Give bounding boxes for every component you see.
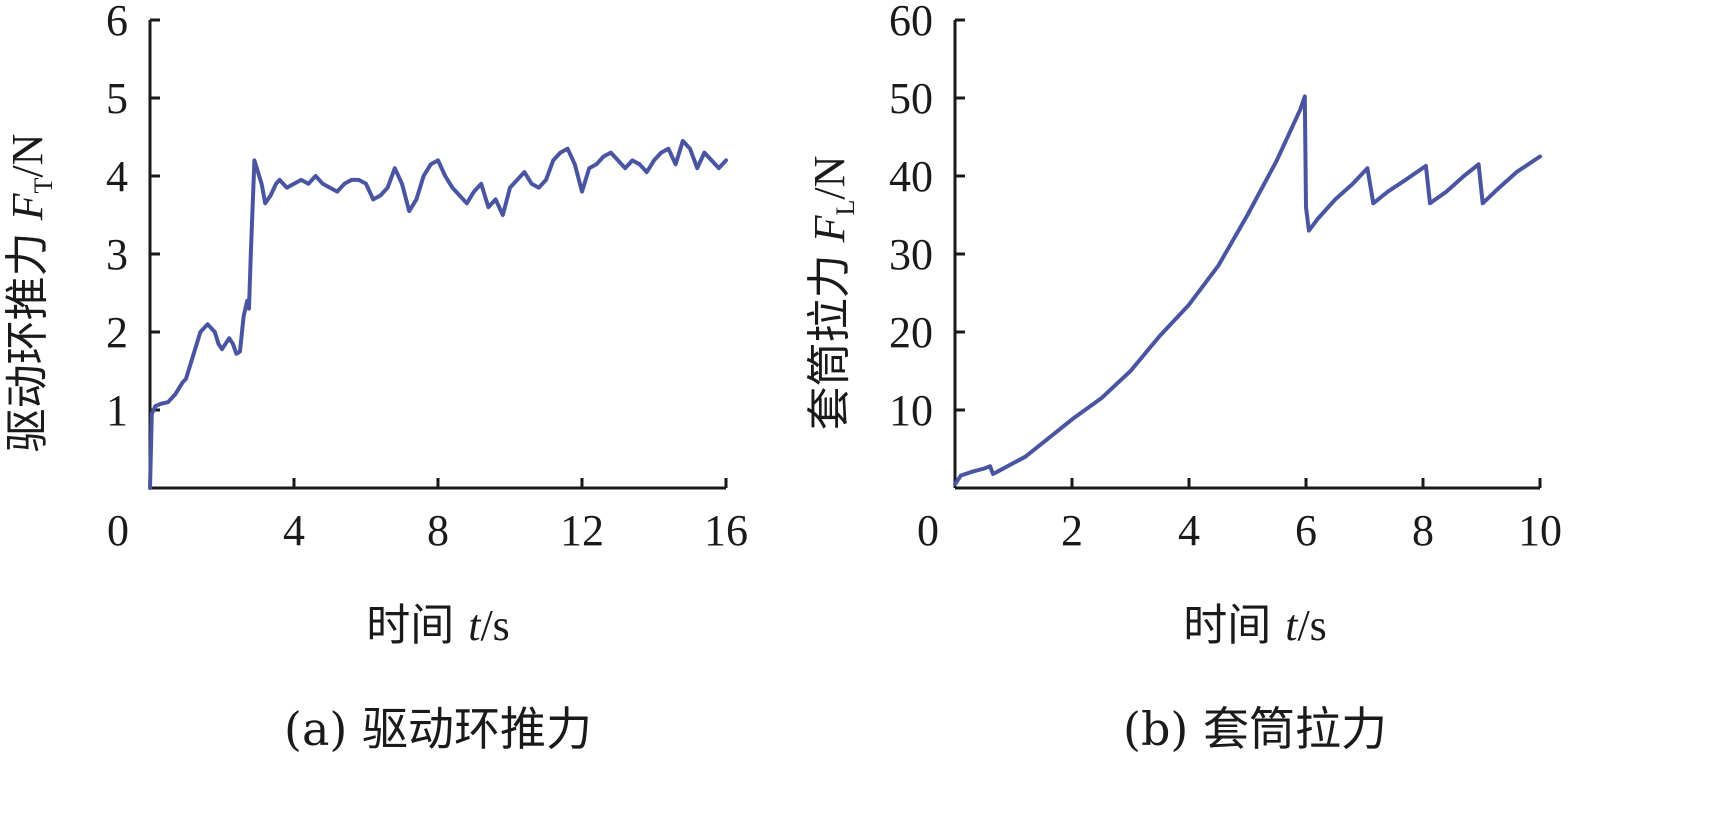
chart-b-y-tick-label: 60	[889, 0, 933, 45]
chart-b-y-axis-unit: /N	[805, 156, 854, 200]
chart-a-series-line	[148, 138, 728, 490]
chart-b-y-tick-label: 10	[889, 386, 933, 435]
chart-a-y-tick-label: 4	[106, 152, 128, 201]
chart-a-x-axis-label: 时间 t/s	[366, 600, 510, 651]
chart-b-x-axis-label: 时间 t/s	[1183, 600, 1327, 651]
chart-b-y-tick-label: 20	[889, 308, 933, 357]
chart-b-y-axis-symbol: F	[805, 214, 854, 243]
chart-a-y-tick-label: 5	[106, 74, 128, 123]
chart-b-x-axis-label-text: 时间	[1183, 600, 1271, 651]
chart-b-y-axis-subscript: L	[831, 200, 860, 216]
chart-a-x-tick-label: 16	[704, 506, 748, 555]
chart-a-y-axis-subscript: T	[29, 178, 58, 194]
chart-b-x-tick-label: 6	[1295, 506, 1317, 555]
svg-text:套筒拉力FL/N: 套筒拉力 FL/N	[804, 156, 860, 431]
chart-a-x-tick-label: 4	[283, 506, 305, 555]
chart-b-y-axis-label: 套筒拉力 FL/N	[804, 156, 860, 431]
chart-a-x-tick-label: 8	[427, 506, 449, 555]
chart-a-y-axis-label: 驱动环推力 FT/N	[2, 134, 58, 453]
chart-a-y-tick-label: 3	[106, 230, 128, 279]
chart-b-y-axis-label-text: 套筒拉力	[804, 254, 855, 430]
chart-a-x-axis-label-text: 时间	[366, 600, 454, 651]
chart-a-caption: (a) 驱动环推力	[284, 702, 592, 756]
chart-a-y-tick-label: 6	[106, 0, 128, 45]
chart-a-y-tick-label: 1	[106, 386, 128, 435]
chart-b-x-tick-label: 8	[1412, 506, 1434, 555]
chart-b-y-tick-label: 50	[889, 74, 933, 123]
chart-b-x-axis-unit: /s	[1297, 601, 1326, 650]
chart-a-x-axis-unit: /s	[480, 601, 509, 650]
svg-text:驱动环推力FT/N: 驱动环推力 FT/N	[2, 134, 58, 453]
chart-a-y-tick-label: 2	[106, 308, 128, 357]
chart-b-y-tick-label: 30	[889, 230, 933, 279]
chart-panel-b: 套筒拉力 FL/N 10 20 30 40 50 60 2 4 6 8 10 0 时间 t/s (b)…	[804, 0, 1562, 756]
chart-b-x-tick-label: 2	[1061, 506, 1083, 555]
chart-a-y-axis-label-text: 驱动环推力	[2, 232, 53, 452]
chart-b-caption: (b) 套筒拉力	[1123, 702, 1387, 756]
chart-b-x-tick-label: 10	[1518, 506, 1562, 555]
chart-a-y-axis-symbol: F	[3, 192, 52, 221]
chart-b-x-tick-label: 4	[1178, 506, 1200, 555]
chart-b-origin-label: 0	[917, 506, 939, 555]
chart-a-origin-label: 0	[107, 506, 129, 555]
chart-b-y-tick-label: 40	[889, 152, 933, 201]
chart-a-x-tick-label: 12	[560, 506, 604, 555]
chart-b-series-line	[953, 94, 1542, 487]
chart-b-x-axis-symbol: t	[1285, 601, 1299, 650]
chart-a-y-axis-unit: /N	[3, 134, 52, 178]
chart-a-x-axis-symbol: t	[468, 601, 482, 650]
